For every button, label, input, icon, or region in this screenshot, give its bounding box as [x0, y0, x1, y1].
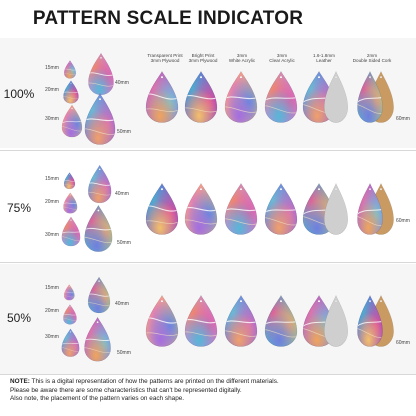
column-title-transparent-plywood: Transparent Print 3mm Plywood	[147, 53, 183, 64]
swatch-15mm	[63, 172, 76, 190]
swatch-40mm	[86, 276, 112, 314]
material-swatch	[182, 182, 220, 236]
size-label: 30mm	[45, 116, 59, 122]
divider	[0, 150, 416, 151]
swatch-30mm	[60, 104, 84, 138]
swatch-30mm	[60, 328, 81, 358]
column-title-white-acrylic: 3mm White Acrylic	[228, 53, 256, 64]
material-swatch	[222, 182, 260, 236]
column-title-leather: 1.6-1.8mm Leather	[313, 53, 335, 64]
row-scale-label: 50%	[6, 311, 32, 325]
size-label: 60mm	[396, 116, 410, 122]
size-label: 20mm	[45, 87, 59, 93]
size-label: 30mm	[45, 334, 59, 340]
divider	[0, 262, 416, 263]
cork-front-swatch	[355, 182, 385, 236]
swatch-50mm	[82, 204, 115, 253]
material-swatch	[262, 182, 300, 236]
note-line-3: Also note, the placement of the pattern …	[10, 395, 185, 403]
size-label: 50mm	[117, 350, 131, 356]
note-line-2: Please be aware there are some character…	[10, 386, 242, 394]
size-label: 20mm	[45, 308, 59, 314]
material-swatch	[300, 294, 338, 348]
material-swatch	[262, 294, 300, 348]
row-scale-label: 100%	[3, 87, 35, 101]
swatch-40mm	[86, 52, 116, 96]
row-scale-label: 75%	[6, 201, 32, 215]
column-title-clear-acrylic: 3mm Clear Acrylic	[269, 53, 295, 64]
swatch-30mm	[60, 216, 82, 247]
material-swatch	[143, 294, 181, 348]
note-label: NOTE:	[10, 378, 30, 385]
material-swatch	[182, 294, 220, 348]
column-title-bright-plywood: Bright Print 3mm Plywood	[188, 53, 218, 64]
material-swatch	[143, 182, 181, 236]
material-swatch	[182, 70, 220, 124]
size-label: 60mm	[396, 340, 410, 346]
swatch-40mm	[86, 164, 113, 204]
material-swatch	[300, 182, 338, 236]
column-title-cork: 2mm Double Sided Cork	[352, 53, 392, 64]
swatch-50mm	[82, 316, 113, 363]
size-label: 40mm	[115, 80, 129, 86]
leather-back-swatch	[322, 70, 350, 124]
size-label: 15mm	[45, 285, 59, 291]
note-line-1: This is a digital representation of how …	[29, 378, 279, 385]
size-label: 40mm	[115, 191, 129, 197]
note: NOTE: This is a digital representation o…	[10, 378, 406, 404]
size-label: 30mm	[45, 232, 59, 238]
size-label: 60mm	[396, 218, 410, 224]
swatch-20mm	[62, 80, 80, 104]
material-swatch	[222, 294, 260, 348]
leather-back-swatch	[322, 294, 350, 348]
leather-back-swatch	[322, 182, 350, 236]
material-swatch	[262, 70, 300, 124]
size-label: 15mm	[45, 65, 59, 71]
material-swatch	[222, 70, 260, 124]
material-swatch	[143, 70, 181, 124]
swatch-20mm	[62, 192, 79, 214]
swatch-15mm	[63, 60, 77, 79]
divider	[0, 374, 416, 375]
size-label: 20mm	[45, 199, 59, 205]
swatch-15mm	[63, 284, 76, 301]
size-label: 50mm	[117, 240, 131, 246]
cork-front-swatch	[355, 294, 385, 348]
size-label: 15mm	[45, 176, 59, 182]
page-title: PATTERN SCALE INDICATOR	[32, 8, 304, 29]
cork-front-swatch	[355, 70, 385, 124]
swatch-50mm	[82, 92, 118, 146]
size-label: 50mm	[117, 129, 131, 135]
size-label: 40mm	[115, 301, 129, 307]
swatch-20mm	[62, 304, 78, 325]
